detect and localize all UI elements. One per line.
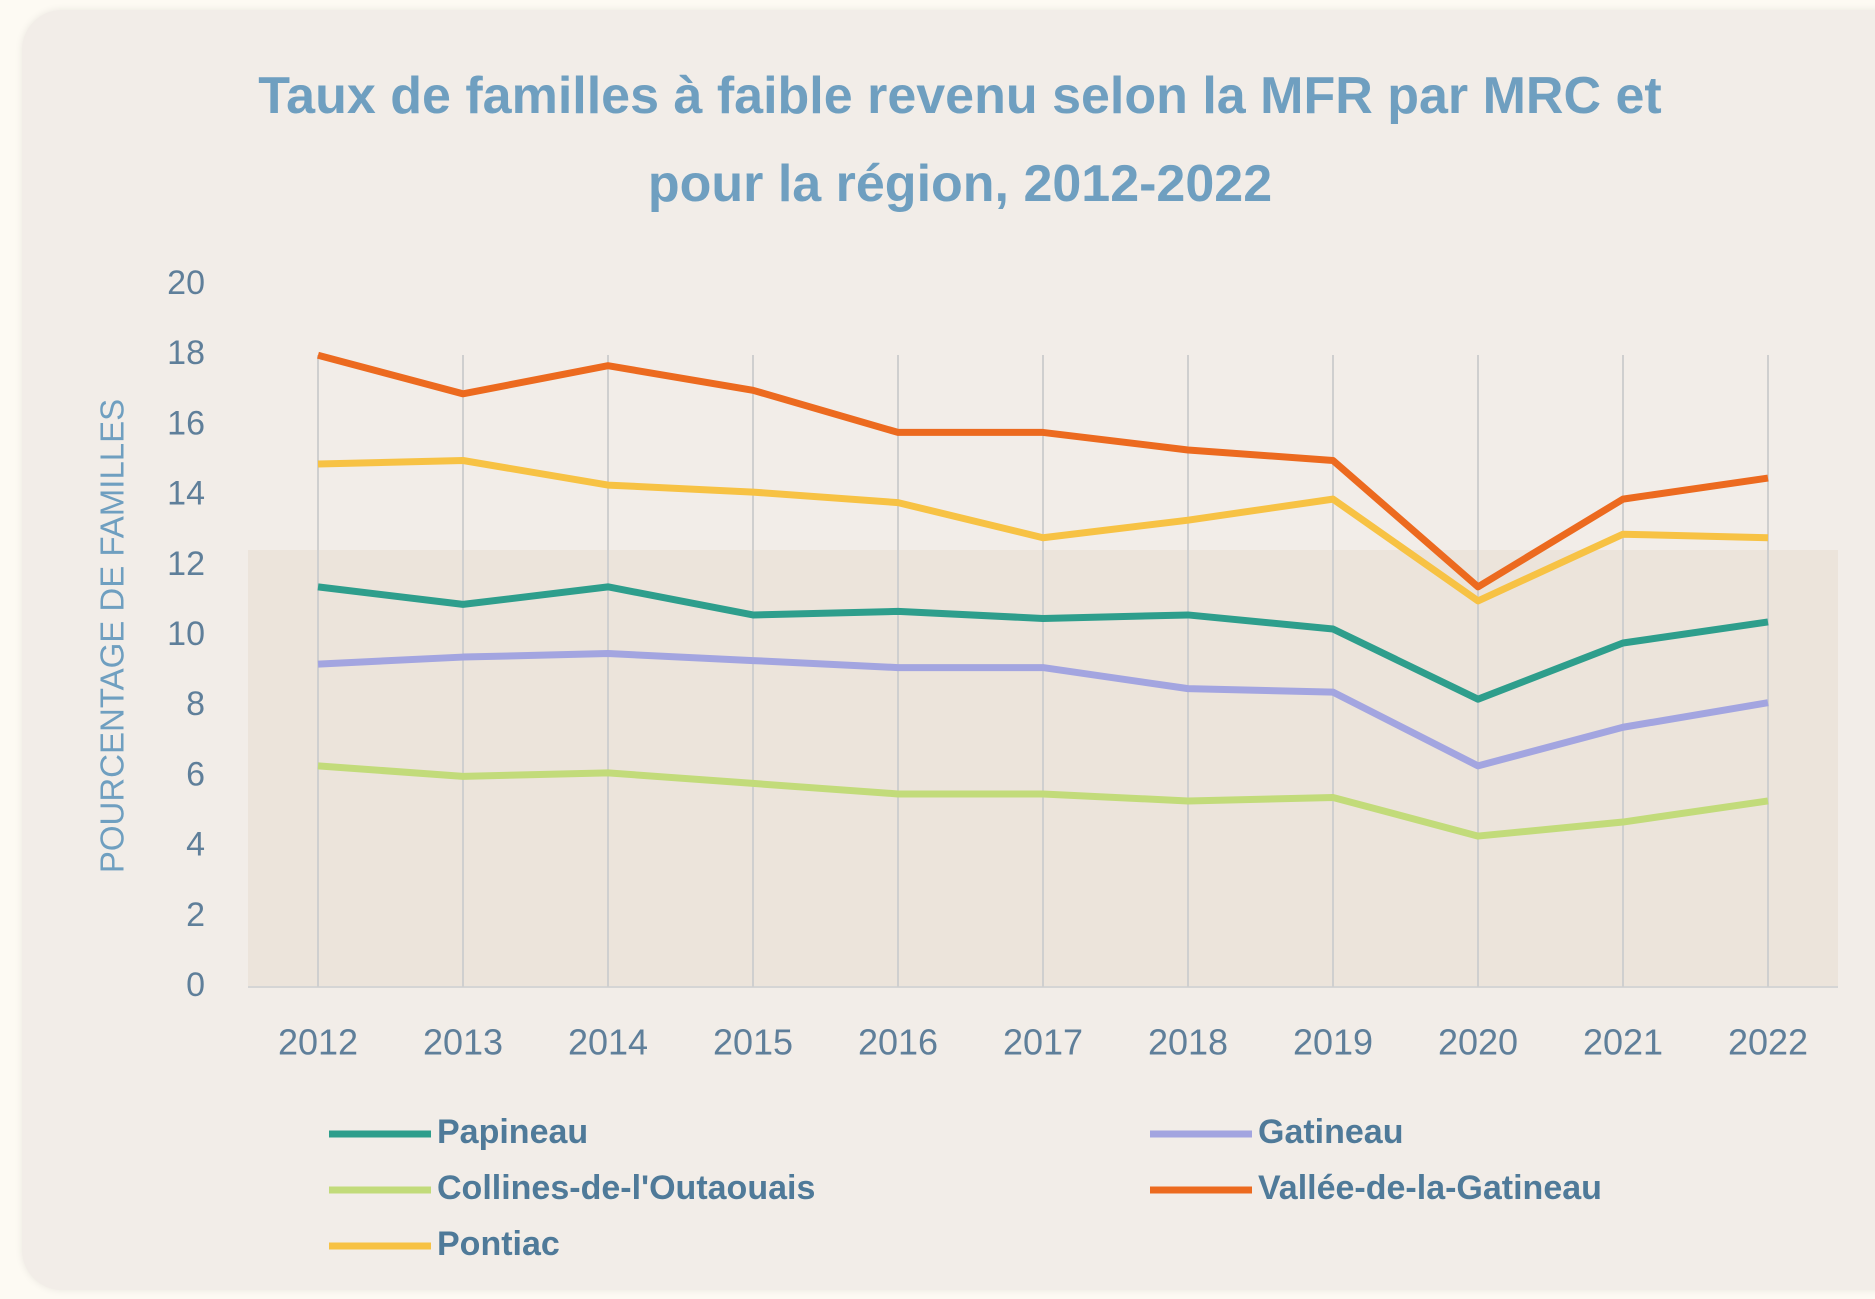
x-tick-label: 2018 [1148, 1022, 1228, 1063]
y-tick-label: 12 [167, 545, 205, 583]
chart-title: Taux de familles à faible revenu selon l… [258, 67, 1662, 213]
legend-label: Vallée-de-la-Gatineau [1258, 1169, 1602, 1207]
series-line [317, 583, 1769, 703]
x-tick-label: 2014 [568, 1022, 648, 1063]
x-tick-label: 2020 [1438, 1022, 1518, 1063]
x-tick-label: 2019 [1293, 1022, 1373, 1063]
y-tick-label: 2 [186, 896, 205, 934]
legend-label: Papineau [437, 1113, 588, 1151]
x-tick-label: 2016 [858, 1022, 938, 1063]
y-tick-label: 10 [167, 615, 205, 653]
x-tick-label: 2012 [278, 1022, 358, 1063]
y-tick-label: 14 [167, 475, 205, 513]
y-tick-label: 20 [167, 264, 205, 302]
series-line [317, 762, 1769, 840]
x-tick-label: 2022 [1728, 1022, 1808, 1063]
legend-label: Collines-de-l'Outaouais [437, 1169, 815, 1207]
series-line [317, 351, 1769, 591]
y-axis-label: POURCENTAGE DE FAMILLES [94, 399, 131, 873]
series-line [317, 650, 1769, 770]
x-tick-label: 2015 [713, 1022, 793, 1063]
x-tick-label: 2013 [423, 1022, 503, 1063]
y-tick-label: 16 [167, 404, 205, 442]
y-tick-label: 8 [186, 685, 205, 723]
y-tick-label: 18 [167, 334, 205, 372]
x-tick-label: 2017 [1003, 1022, 1083, 1063]
y-tick-label: 4 [186, 826, 205, 864]
series-line [317, 457, 1769, 605]
legend-label: Pontiac [437, 1225, 560, 1263]
legend-label: Gatineau [1258, 1113, 1403, 1151]
y-tick-label: 6 [186, 755, 205, 793]
y-tick-label: 0 [186, 966, 205, 1004]
x-tick-label: 2021 [1583, 1022, 1663, 1063]
